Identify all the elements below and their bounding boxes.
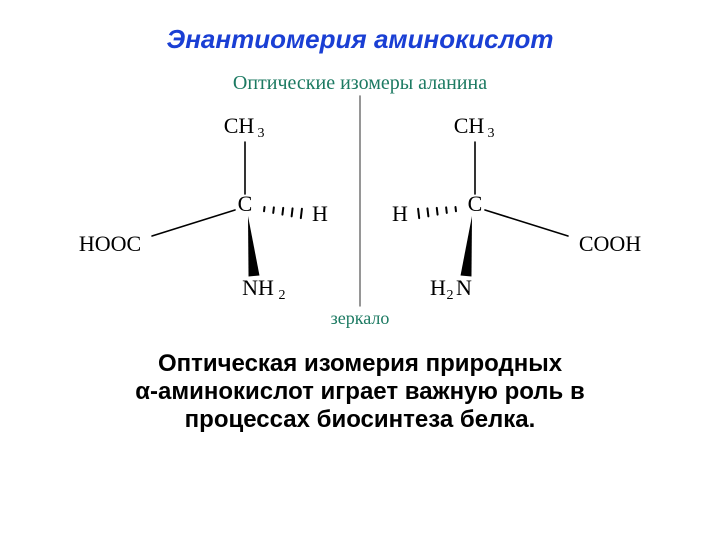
svg-text:3: 3 [488,126,495,141]
body-line-1: Оптическая изомерия природных [158,350,562,377]
svg-text:H: H [312,201,328,226]
svg-text:NH: NH [242,275,274,300]
body-line-2: α-аминокислот играет важную роль в [135,378,584,405]
slide: Энантиомерия аминокислот Оптические изом… [0,0,720,540]
mirror-label: зеркало [0,308,720,329]
svg-text:HOOC: HOOC [79,231,141,256]
svg-text:CH: CH [454,113,485,138]
svg-text:H: H [392,201,408,226]
body-line-3: процессах биосинтеза белка. [185,406,536,433]
svg-text:C: C [238,191,253,216]
svg-text:2: 2 [447,288,454,303]
svg-text:H: H [430,275,446,300]
svg-text:2: 2 [279,288,286,303]
svg-text:COOH: COOH [579,231,641,256]
svg-text:CH: CH [224,113,255,138]
main-title: Энантиомерия аминокислот [0,24,720,55]
body-text: Оптическая изомерия природных α-аминокис… [90,350,630,434]
svg-text:N: N [456,275,472,300]
enantiomer-diagram: CCH3HHOOCNH2CCH3HCOOHH2N [0,88,720,318]
svg-text:C: C [468,191,483,216]
svg-text:3: 3 [258,126,265,141]
